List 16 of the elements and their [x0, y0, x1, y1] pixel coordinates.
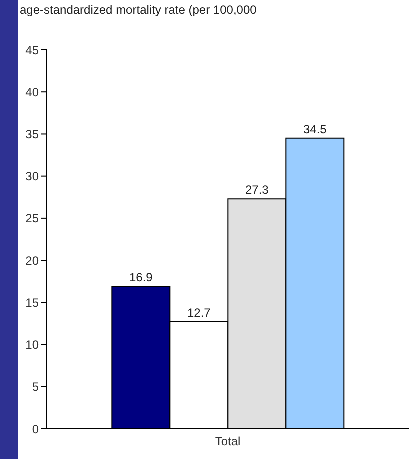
y-tick-label: 5: [32, 380, 40, 394]
data-label: 27.3: [245, 183, 270, 198]
y-tick-label: 20: [26, 254, 40, 268]
x-tick-label: Total: [215, 434, 241, 449]
chart-title: age-standardized mortality rate (per 100,000: [20, 3, 257, 17]
y-tick-label: 25: [26, 212, 40, 226]
y-tick-label: 35: [26, 127, 40, 142]
y-tick-label: 40: [26, 85, 40, 100]
data-label: 12.7: [187, 306, 212, 320]
y-tick-label: 45: [26, 43, 40, 58]
data-label: 34.5: [303, 122, 328, 136]
y-tick-label: 15: [26, 296, 40, 310]
y-tick-label: 10: [26, 338, 40, 352]
y-tick-label: 0: [32, 422, 40, 436]
data-label: 16.9: [129, 270, 154, 285]
y-tick-label: 30: [26, 170, 40, 184]
